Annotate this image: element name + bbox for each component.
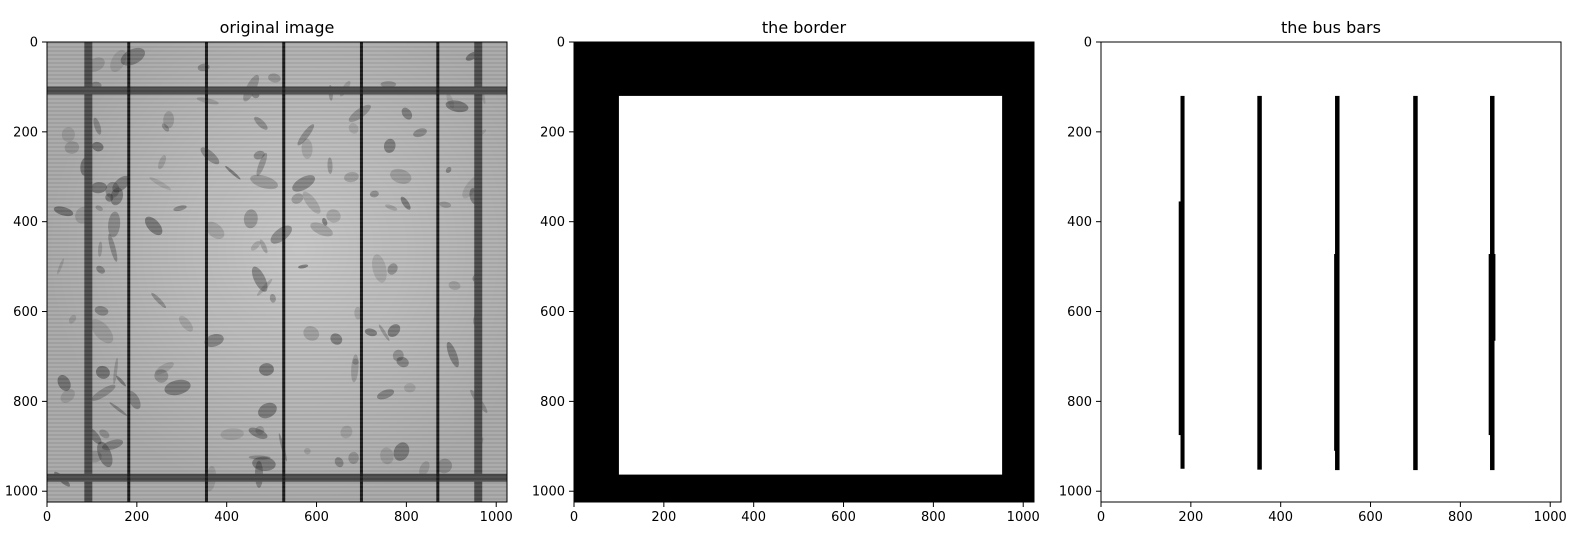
x-tick-label: 800 [1448,510,1473,525]
x-tick-label: 400 [214,510,239,525]
x-tick-label: 400 [741,510,766,525]
axis-ticks: 0 200 400 600 800 1000 0 200 400 600 800 1000 [5,36,513,526]
x-tick-label: 0 [570,510,578,525]
y-tick-label: 1000 [532,485,565,500]
y-tick-label: 0 [30,36,38,51]
image-area [1100,41,1562,503]
axes-frame [573,41,1035,503]
y-tick-label: 400 [1067,215,1092,230]
axes-frame [46,41,508,503]
y-tick-label: 0 [1084,36,1092,51]
y-tick-label: 200 [540,125,565,140]
axes-frame [1100,41,1562,503]
x-tick-label: 600 [831,510,856,525]
border-mask-white-region [618,95,1003,475]
y-tick-label: 800 [1067,395,1092,410]
x-tick-label: 800 [394,510,419,525]
panel-title: the bus bars [1281,18,1381,37]
y-tick-label: 600 [13,305,38,320]
busbar-mask-fragment [1488,254,1491,436]
y-tick-label: 400 [13,215,38,230]
panel-the-border: the border 0 200 400 600 800 1000 0 200 400 600 80… [532,18,1040,525]
busbar-mask-bar [1413,95,1418,471]
y-tick-label: 0 [557,36,565,51]
x-tick-label: 0 [43,510,51,525]
x-tick-label: 200 [1178,510,1203,525]
busbar-mask-background [1101,42,1561,502]
x-tick-label: 400 [1268,510,1293,525]
panel-title: original image [220,18,335,37]
panel-original-image: original image 0 200 400 600 800 1000 0 200 400 6… [5,18,513,525]
busbar-mask-bar [1180,95,1185,469]
x-tick-label: 200 [651,510,676,525]
x-tick-label: 600 [304,510,329,525]
y-tick-label: 600 [540,305,565,320]
x-tick-label: 800 [921,510,946,525]
busbar-mask-bar [1490,95,1495,471]
panel-the-bus-bars: the bus bars 0 200 400 600 800 1000 0 200 400 600… [1059,18,1567,525]
x-tick-label: 200 [124,510,149,525]
x-tick-label: 1000 [480,510,513,525]
y-tick-label: 1000 [1059,485,1092,500]
x-tick-label: 0 [1097,510,1105,525]
busbar-mask-fragment [1493,254,1496,341]
x-tick-label: 600 [1358,510,1383,525]
busbar-mask-bar [1257,95,1262,470]
y-tick-label: 200 [13,125,38,140]
axis-ticks: 0 200 400 600 800 1000 0 200 400 600 800 1000 [532,36,1040,526]
y-tick-label: 200 [1067,125,1092,140]
x-tick-label: 1000 [1007,510,1040,525]
y-tick-label: 800 [540,395,565,410]
busbar-mask-fragment [1178,201,1181,436]
panel-title: the border [762,18,847,37]
y-tick-label: 1000 [5,485,38,500]
busbar-mask-bar [1335,95,1340,471]
image-area [573,41,1035,503]
busbar-mask-fragment [1334,254,1336,451]
x-tick-label: 1000 [1534,510,1567,525]
image-area [46,41,508,503]
y-tick-label: 800 [13,395,38,410]
y-tick-label: 600 [1067,305,1092,320]
y-tick-label: 400 [540,215,565,230]
axis-ticks: 0 200 400 600 800 1000 0 200 400 600 800 1000 [1059,36,1567,526]
cell-image-texture [47,42,507,502]
